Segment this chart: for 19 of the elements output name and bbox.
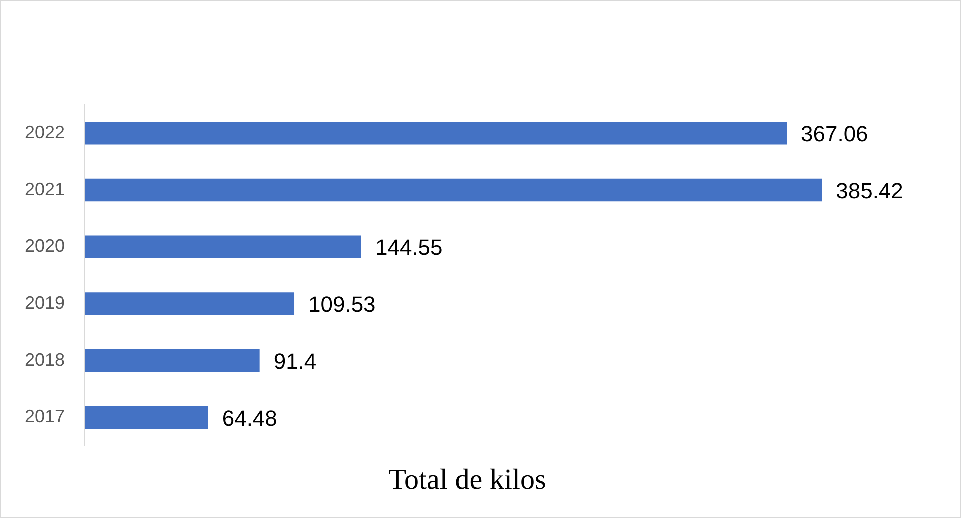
x-axis-title: Total de kilos: [388, 464, 546, 496]
bar: [85, 406, 208, 430]
data-label: 109.53: [308, 292, 376, 318]
data-label: 385.42: [836, 178, 904, 204]
y-tick-label: 2018: [24, 350, 66, 370]
y-tick-label: 2017: [24, 406, 66, 427]
data-label: 367.06: [801, 121, 868, 146]
y-tick-label: 2022: [24, 122, 66, 142]
bar: [85, 178, 822, 202]
y-tick-label: 2021: [24, 179, 66, 200]
data-label: 91.4: [274, 348, 317, 374]
data-label: 64.48: [222, 406, 278, 431]
bar: [85, 236, 362, 259]
data-label: 144.55: [375, 235, 443, 260]
y-tick-label: 2020: [24, 236, 66, 256]
bar: [85, 350, 260, 372]
bar: [85, 122, 788, 145]
y-tick-label: 2019: [24, 293, 66, 313]
bar: [85, 292, 295, 316]
